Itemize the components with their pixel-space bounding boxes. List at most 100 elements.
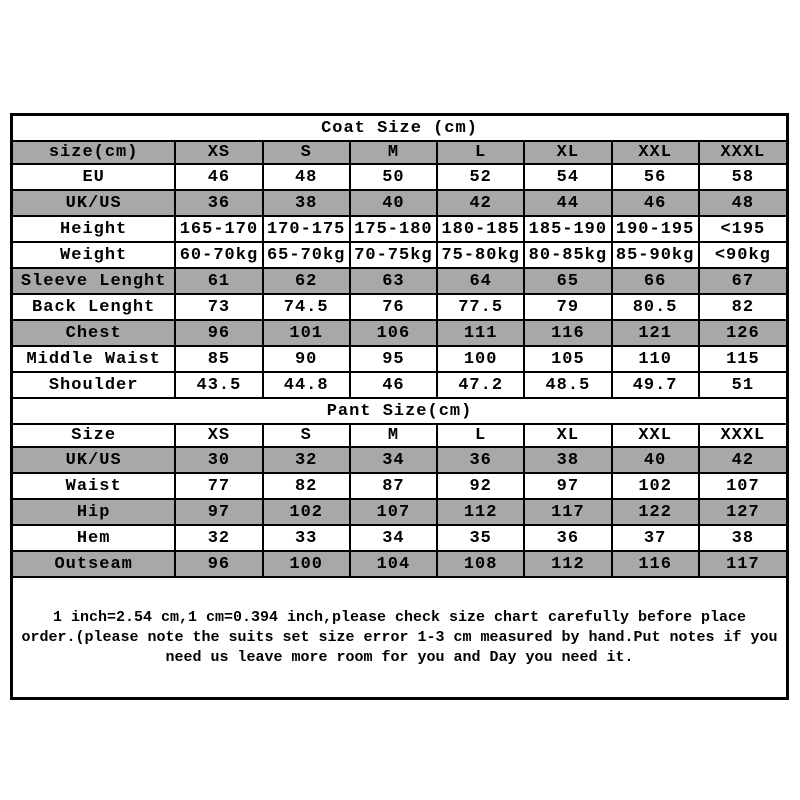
size-column-header-cell: S <box>261 423 351 448</box>
value-cell: 77.5 <box>436 293 526 321</box>
value-cell: 116 <box>610 550 700 578</box>
size-column-header-cell: XXXL <box>697 140 786 165</box>
value-cell: 117 <box>697 550 786 578</box>
value-cell: 70-75kg <box>348 241 439 269</box>
value-cell: 80.5 <box>610 293 700 321</box>
table-row: Hem 32 33 34 35 36 37 38 <box>13 524 786 552</box>
row-label-cell: Sleeve Lenght <box>13 267 177 295</box>
value-cell: 52 <box>436 164 526 191</box>
value-cell: 74.5 <box>261 293 351 321</box>
value-cell: 110 <box>610 345 700 373</box>
size-column-header-cell: M <box>348 423 439 448</box>
value-cell: 116 <box>523 319 613 347</box>
table-row: Hip 97 102 107 112 117 122 127 <box>13 498 786 526</box>
size-column-header-cell: XS <box>174 423 264 448</box>
value-cell: 77 <box>174 472 264 500</box>
value-cell: 112 <box>523 550 613 578</box>
coat-table-title: Coat Size (cm) <box>13 116 786 142</box>
value-cell: 65 <box>523 267 613 295</box>
value-cell: 50 <box>348 164 439 191</box>
value-cell: 30 <box>174 447 264 474</box>
value-cell: 76 <box>348 293 439 321</box>
value-cell: 82 <box>697 293 786 321</box>
value-cell: 100 <box>436 345 526 373</box>
value-cell: 75-80kg <box>436 241 526 269</box>
note-line: order.(please note the suits set size er… <box>21 628 778 646</box>
value-cell: 165-170 <box>174 215 264 243</box>
row-label-cell: Weight <box>13 241 177 269</box>
row-label-cell: Hem <box>13 524 177 552</box>
value-cell: 32 <box>261 447 351 474</box>
value-cell: 40 <box>610 447 700 474</box>
table-row: UK/US 30 32 34 36 38 40 42 <box>13 447 786 474</box>
size-column-header-cell: XS <box>174 140 264 165</box>
value-cell: 85 <box>174 345 264 373</box>
row-label-cell: Height <box>13 215 177 243</box>
pant-size-table: Pant Size(cm) Size XS S M L XL XXL XXXL UK/US 30… <box>13 399 786 578</box>
row-label-cell: Waist <box>13 472 177 500</box>
table-row: UK/US 36 38 40 42 44 46 48 <box>13 189 786 217</box>
size-column-header-cell: S <box>261 140 351 165</box>
value-cell: 46 <box>174 164 264 191</box>
size-column-header-cell: XXL <box>610 423 700 448</box>
row-label-cell: Middle Waist <box>13 345 177 373</box>
value-cell: 36 <box>523 524 613 552</box>
value-cell: 33 <box>261 524 351 552</box>
row-label-cell: Chest <box>13 319 177 347</box>
value-cell: 122 <box>610 498 700 526</box>
value-cell: 44 <box>523 189 613 217</box>
value-cell: 126 <box>697 319 786 347</box>
value-cell: 108 <box>436 550 526 578</box>
value-cell: 97 <box>174 498 264 526</box>
value-cell: 49.7 <box>610 371 700 399</box>
coat-size-table: Coat Size (cm) size(cm) XS S M L XL XXL XXXL EU… <box>13 116 786 399</box>
pant-table-title: Pant Size(cm) <box>13 399 786 425</box>
value-cell: 42 <box>697 447 786 474</box>
value-cell: 51 <box>697 371 786 399</box>
value-cell: 40 <box>348 189 439 217</box>
value-cell: 90 <box>261 345 351 373</box>
value-cell: 46 <box>610 189 700 217</box>
value-cell: 36 <box>174 189 264 217</box>
value-cell: 85-90kg <box>610 241 700 269</box>
value-cell: 106 <box>348 319 439 347</box>
value-cell: 180-185 <box>436 215 526 243</box>
value-cell: 56 <box>610 164 700 191</box>
value-cell: 95 <box>348 345 439 373</box>
size-column-header-cell: XXL <box>610 140 700 165</box>
value-cell: 82 <box>261 472 351 500</box>
value-cell: 58 <box>697 164 786 191</box>
size-chart-sheet: Coat Size (cm) size(cm) XS S M L XL XXL XXXL EU… <box>10 113 789 700</box>
value-cell: 117 <box>523 498 613 526</box>
value-cell: 96 <box>174 550 264 578</box>
value-cell: 107 <box>348 498 439 526</box>
table-row: Waist 77 82 87 92 97 102 107 <box>13 472 786 500</box>
row-label-cell: EU <box>13 164 177 191</box>
value-cell: 67 <box>697 267 786 295</box>
value-cell: 34 <box>348 447 439 474</box>
value-cell: 102 <box>261 498 351 526</box>
value-cell: 38 <box>697 524 786 552</box>
table-row: Middle Waist 85 90 95 100 105 110 115 <box>13 345 786 373</box>
value-cell: 105 <box>523 345 613 373</box>
value-cell: 73 <box>174 293 264 321</box>
value-cell: 62 <box>261 267 351 295</box>
value-cell: 61 <box>174 267 264 295</box>
value-cell: 127 <box>697 498 786 526</box>
size-column-header-cell: XL <box>523 423 613 448</box>
value-cell: 48 <box>261 164 351 191</box>
value-cell: 92 <box>436 472 526 500</box>
table-row: EU 46 48 50 52 54 56 58 <box>13 164 786 191</box>
value-cell: 54 <box>523 164 613 191</box>
value-cell: 32 <box>174 524 264 552</box>
value-cell: 48.5 <box>523 371 613 399</box>
value-cell: 64 <box>436 267 526 295</box>
value-cell: 35 <box>436 524 526 552</box>
value-cell: 48 <box>697 189 786 217</box>
value-cell: 65-70kg <box>261 241 351 269</box>
value-cell: 36 <box>436 447 526 474</box>
value-cell: 111 <box>436 319 526 347</box>
value-cell: 102 <box>610 472 700 500</box>
value-cell: 96 <box>174 319 264 347</box>
size-note: 1 inch=2.54 cm,1 cm=0.394 inch,please ch… <box>13 578 786 697</box>
